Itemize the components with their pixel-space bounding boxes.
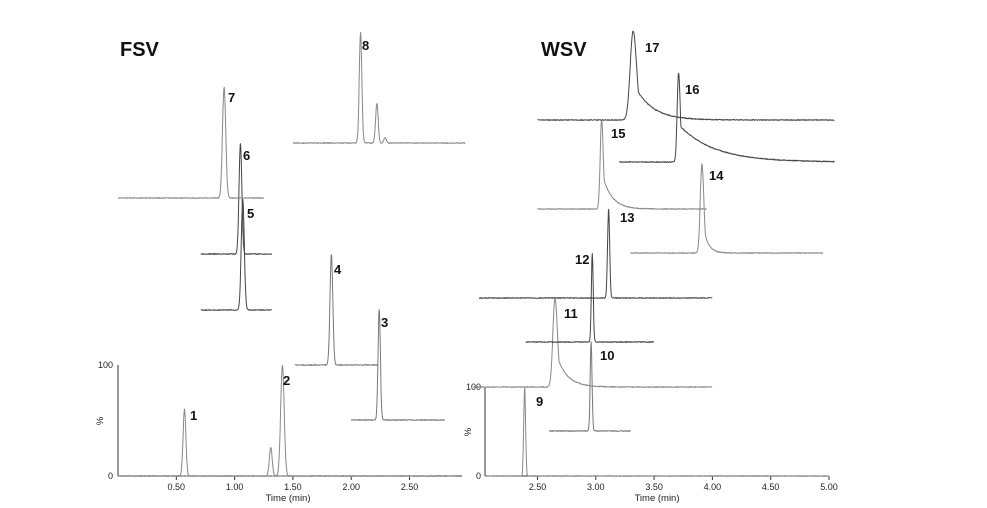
trace-1 — [117, 408, 457, 477]
trace-2 — [117, 365, 457, 477]
trace-16 — [618, 72, 836, 163]
trace-8 — [292, 31, 466, 144]
trace-label-9: 9 — [536, 394, 543, 409]
trace-12 — [525, 253, 655, 343]
trace-11 — [472, 297, 713, 388]
trace-5 — [200, 198, 273, 311]
trace-label-13: 13 — [620, 210, 634, 225]
fsv-y-axis-label: % — [95, 416, 106, 425]
trace-label-8: 8 — [362, 38, 369, 53]
trace-label-15: 15 — [611, 126, 625, 141]
wsv-y-axis-label: % — [463, 427, 474, 436]
wsv-x-tick-label: 5.00 — [820, 482, 838, 492]
trace-10 — [548, 341, 631, 432]
fsv-x-tick-label: 1.50 — [284, 482, 302, 492]
trace-label-4: 4 — [334, 262, 342, 277]
fsv-title: FSV — [120, 39, 160, 61]
trace-14 — [630, 163, 824, 254]
trace-label-17: 17 — [645, 40, 659, 55]
trace-label-14: 14 — [709, 168, 724, 183]
fsv-x-tick-label: 0.50 — [168, 482, 186, 492]
trace-label-3: 3 — [381, 315, 388, 330]
fsv-x-tick-label: 2.00 — [342, 482, 360, 492]
trace-3 — [351, 309, 445, 421]
trace-15 — [537, 119, 707, 210]
fsv-panel: FSV % Time (min) 100 0 0.50 1.00 1.50 2.00 2… — [95, 31, 466, 504]
fsv-x-tick-label: 1.00 — [226, 482, 244, 492]
fsv-y-tick-0: 0 — [108, 471, 113, 481]
trace-6 — [200, 143, 273, 255]
fsv-y-tick-100: 100 — [98, 360, 113, 370]
trace-label-16: 16 — [685, 82, 699, 97]
trace-label-10: 10 — [600, 348, 614, 363]
fsv-x-tick-label: 2.50 — [401, 482, 419, 492]
wsv-x-tick-label: 3.00 — [587, 482, 605, 492]
trace-label-5: 5 — [247, 206, 254, 221]
trace-4 — [294, 254, 379, 366]
wsv-panel: WSV % Time (min) 100 0 2.50 3.00 3.50 4.00 4… — [463, 30, 838, 504]
trace-17 — [537, 30, 835, 121]
trace-label-11: 11 — [564, 306, 578, 321]
trace-label-6: 6 — [243, 148, 250, 163]
trace-13 — [478, 208, 713, 299]
trace-7 — [117, 86, 265, 199]
wsv-y-tick-0: 0 — [476, 471, 481, 481]
wsv-title: WSV — [541, 39, 587, 61]
fsv-x-axis-label: Time (min) — [265, 493, 310, 504]
trace-9 — [484, 386, 830, 477]
wsv-x-tick-label: 4.50 — [762, 482, 780, 492]
wsv-x-tick-label: 2.50 — [529, 482, 547, 492]
wsv-x-tick-label: 4.00 — [704, 482, 722, 492]
wsv-x-tick-label: 3.50 — [645, 482, 663, 492]
trace-label-1: 1 — [190, 408, 197, 423]
trace-label-7: 7 — [228, 90, 235, 105]
wsv-x-axis-label: Time (min) — [634, 493, 679, 504]
trace-label-2: 2 — [283, 373, 290, 388]
trace-label-12: 12 — [575, 252, 589, 267]
